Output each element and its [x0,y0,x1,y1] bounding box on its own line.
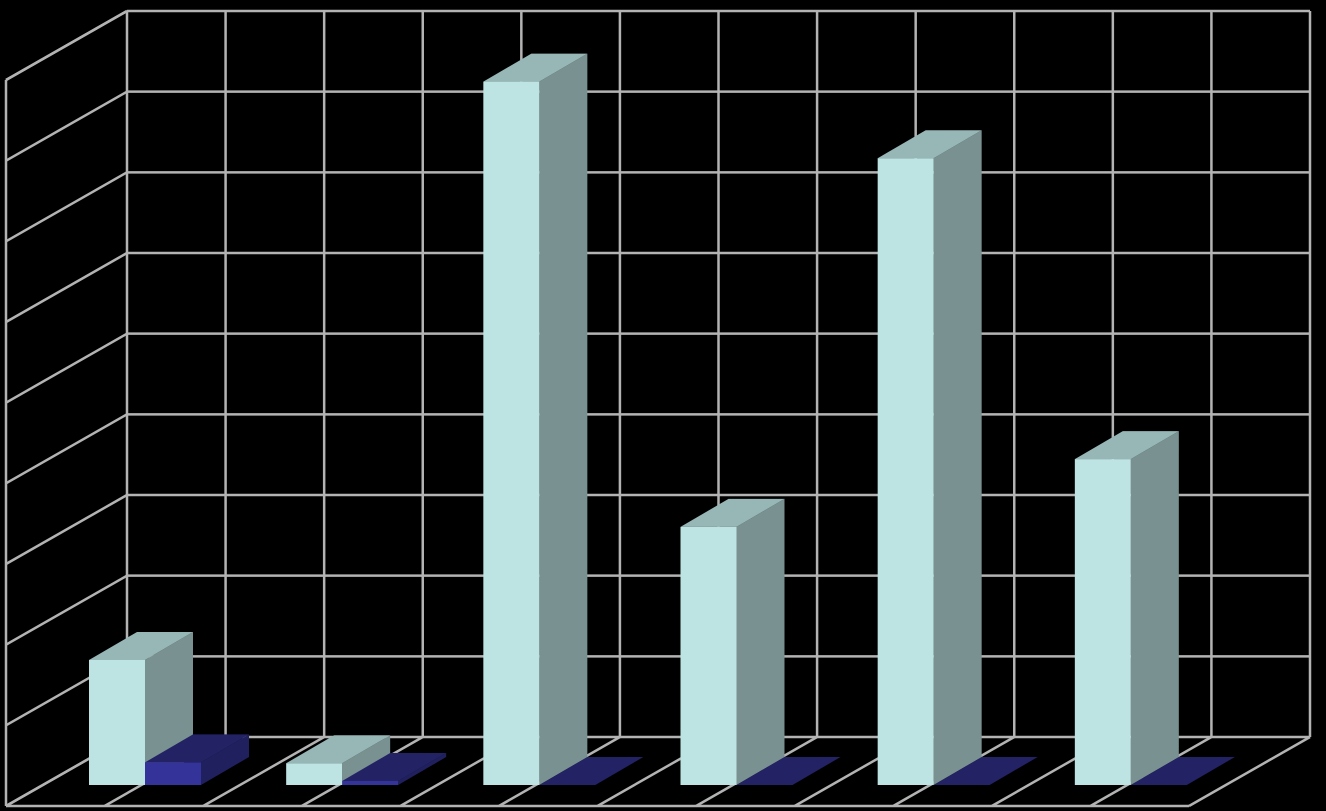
bar-series-1-cat-2 [286,735,391,785]
bar-top-face [736,757,841,785]
bar-series-2-cat-3 [539,757,644,785]
side-wall-top-edge [5,9,128,82]
floor-gridline [202,735,325,808]
bar-top-face [1074,431,1179,460]
bar-front-face [1074,459,1131,785]
bar-series-2-cat-1 [145,734,249,785]
bar-side-face [342,735,391,785]
bar-front-face [145,762,201,785]
side-wall-gridline [5,332,128,404]
bar-front-face [342,780,399,785]
side-wall-gridline [5,574,128,646]
bar-top-face [89,631,193,660]
side-wall-gridline [5,413,128,485]
bar-side-face [1130,431,1179,785]
bar-series-1-cat-3 [483,53,588,785]
bar-side-face [933,130,982,786]
bar-side-face [398,752,447,785]
bar-front-face [286,763,343,785]
bar-top-face [680,498,785,527]
side-wall-gridline [5,90,128,162]
bar-top-face [877,130,982,159]
bar-top-face [483,53,588,82]
bar-series-2-cat-4 [736,757,841,785]
bar-series-2-cat-2 [342,752,447,785]
bar-top-face [145,734,249,763]
bar-series-1-cat-4 [680,498,785,785]
bar-front-face [483,81,540,785]
bar-top-face [933,757,1038,785]
bar-series-1-cat-6 [1074,431,1179,785]
bar-front-face [89,659,145,785]
side-wall-gridline [5,171,128,243]
bar-top-face [342,752,447,781]
bar-side-face [736,498,785,785]
bar-front-face [680,526,737,785]
side-wall-gridline [5,493,128,566]
bar-front-face [877,158,934,786]
bar-top-face [1130,757,1235,785]
bars [89,53,1235,786]
bar-side-face [201,734,249,785]
bar-top-face [539,757,644,785]
bar-series-2-cat-6 [1130,757,1235,785]
bar-series-2-cat-5 [933,757,1038,785]
floor-gridline [1188,735,1311,808]
bar-top-face [286,735,391,764]
side-wall-gridline [5,251,128,324]
bar-series-1-cat-5 [877,130,982,786]
bar-side-face [539,53,588,785]
